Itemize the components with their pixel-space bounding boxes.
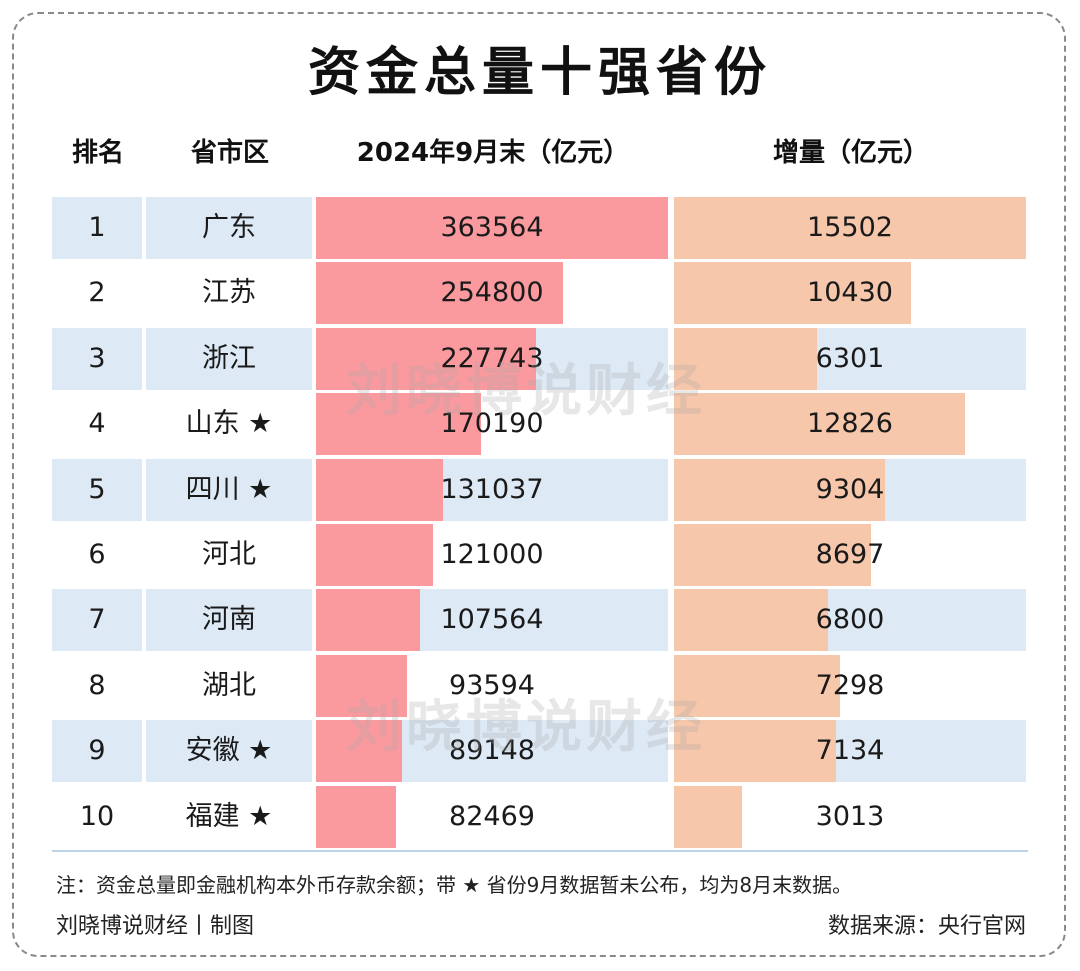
table-row: 2 江苏 254800 10430 (52, 262, 1028, 325)
increment-bar (674, 197, 1026, 259)
increment-bar (674, 589, 829, 652)
increment-value-label: 10430 (807, 277, 893, 309)
chart-title: 资金总量十强省份 (307, 42, 772, 103)
rank-cell: 7 (52, 589, 142, 652)
increment-value-label: 6800 (815, 604, 885, 636)
stock-bar (316, 589, 421, 652)
rank-cell: 10 (79, 800, 115, 832)
increment-value-label: 6301 (815, 342, 885, 374)
rank-cell: 4 (88, 408, 106, 440)
stock-bar (316, 197, 668, 259)
region-cell: 安徽 ★ (146, 720, 312, 783)
table-row: 3 浙江 227743 6301 (52, 327, 1028, 390)
increment-value-label: 3013 (815, 800, 885, 832)
stock-bar (316, 785, 396, 848)
increment-value-label: 7298 (815, 669, 885, 701)
footnote: 注：资金总量即金融机构本外币存款余额；带 ★ 省份9月数据暂未公布，均为8月末数… (56, 873, 853, 897)
increment-value-label: 7134 (815, 735, 885, 767)
stock-value-label: 121000 (440, 539, 544, 570)
stock-bar (316, 524, 434, 586)
stock-value-label: 131037 (440, 473, 544, 505)
increment-value-label: 15502 (807, 212, 893, 243)
rank-cell: 5 (52, 458, 142, 521)
stock-value-label: 170190 (440, 408, 544, 440)
stock-bar (316, 327, 537, 390)
stock-value-label: 227743 (440, 342, 544, 374)
region-cell: 浙江 (146, 327, 312, 390)
stock-value-label: 363564 (440, 212, 544, 243)
region-cell: 广东 (146, 197, 312, 259)
watermark: 刘晓博说财经 (346, 695, 706, 760)
rank-cell: 1 (52, 197, 142, 259)
stock-value-label: 82469 (449, 800, 535, 832)
stock-value-label: 89148 (449, 735, 535, 767)
rank-cell: 9 (52, 720, 142, 783)
region-cell: 河南 (146, 589, 312, 652)
increment-bar (674, 524, 872, 586)
header-stock: 2024年9月末（亿元） (356, 138, 630, 168)
stock-value-label: 107564 (440, 604, 544, 636)
stock-bar (316, 720, 403, 783)
increment-value-label: 12826 (807, 408, 893, 440)
footer-divider (52, 850, 1028, 852)
table-row: 7 河南 107564 6800 (52, 589, 1028, 652)
table-row: 8 湖北 93594 7298 (52, 654, 1028, 717)
card-frame (12, 12, 1066, 957)
header-rank: 排名 (71, 138, 124, 168)
increment-bar (674, 327, 818, 390)
region-cell: 江苏 (202, 277, 256, 309)
stock-bar (316, 262, 563, 325)
stock-bar (316, 393, 481, 456)
rank-cell: 3 (52, 327, 142, 390)
table-row: 4 山东 ★ 170190 12826 (52, 393, 1028, 456)
increment-bar (674, 720, 836, 783)
table-row: 6 河北 121000 8697 (52, 524, 1028, 586)
credit: 刘晓博说财经丨制图 (56, 914, 255, 939)
table-row: 5 四川 ★ 131037 9304 (52, 458, 1028, 521)
region-cell: 山东 ★ (185, 408, 273, 440)
region-cell: 湖北 (202, 669, 256, 701)
region-cell: 四川 ★ (146, 458, 312, 521)
table-row: 10 福建 ★ 82469 3013 (52, 785, 1028, 848)
increment-bar (674, 458, 886, 521)
stock-value-label: 254800 (440, 277, 544, 309)
stock-bar (316, 458, 443, 521)
rank-cell: 2 (88, 277, 106, 309)
header-increment: 增量（亿元） (772, 138, 929, 168)
increment-bar (674, 785, 743, 848)
watermark: 刘晓博说财经 (346, 359, 706, 424)
header-region: 省市区 (190, 138, 269, 168)
increment-bar (674, 654, 840, 717)
increment-bar (674, 393, 966, 456)
stock-value-label: 93594 (449, 669, 535, 701)
table-row: 9 安徽 ★ 89148 7134 (52, 720, 1028, 783)
rank-cell: 6 (88, 539, 106, 570)
increment-value-label: 9304 (815, 473, 885, 505)
rank-cell: 8 (88, 669, 106, 701)
increment-bar (674, 262, 911, 325)
table-row: 1 广东 363564 15502 (52, 197, 1028, 259)
increment-value-label: 8697 (815, 539, 885, 570)
region-cell: 河北 (202, 539, 256, 570)
data-source: 数据来源：央行官网 (827, 914, 1026, 939)
region-cell: 福建 ★ (185, 800, 273, 832)
stock-bar (316, 654, 407, 717)
